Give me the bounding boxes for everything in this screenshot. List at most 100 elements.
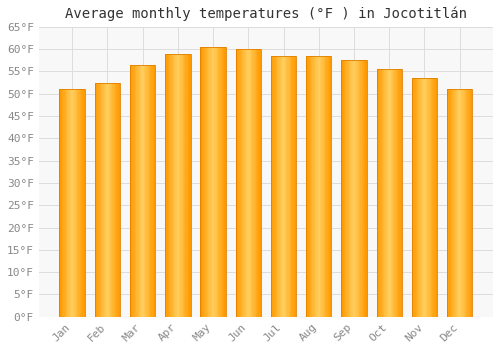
Bar — [396, 69, 397, 317]
Bar — [330, 56, 332, 317]
Bar — [318, 56, 319, 317]
Bar — [392, 69, 393, 317]
Bar — [145, 65, 146, 317]
Bar — [139, 65, 140, 317]
Bar — [66, 89, 67, 317]
Bar — [173, 54, 174, 317]
Bar — [237, 49, 238, 317]
Bar — [295, 56, 296, 317]
Bar — [448, 89, 450, 317]
Bar — [376, 69, 378, 317]
Bar — [424, 78, 426, 317]
Bar — [105, 83, 106, 317]
Bar — [306, 56, 308, 317]
Bar — [380, 69, 382, 317]
Bar — [398, 69, 400, 317]
Bar — [416, 78, 417, 317]
Bar — [291, 56, 292, 317]
Bar — [363, 60, 364, 317]
Bar — [379, 69, 380, 317]
Bar — [350, 60, 352, 317]
Bar — [142, 65, 144, 317]
Bar — [224, 47, 226, 317]
Bar — [180, 54, 182, 317]
Bar — [203, 47, 204, 317]
Bar — [436, 78, 437, 317]
Bar — [214, 47, 216, 317]
Bar — [70, 89, 71, 317]
Bar — [78, 89, 80, 317]
Bar — [176, 54, 178, 317]
Bar — [468, 89, 470, 317]
Bar — [247, 49, 248, 317]
Bar — [62, 89, 64, 317]
Bar — [466, 89, 468, 317]
Bar — [288, 56, 290, 317]
Bar — [81, 89, 82, 317]
Bar — [344, 60, 345, 317]
Bar — [294, 56, 295, 317]
Bar — [240, 49, 242, 317]
Bar — [188, 54, 190, 317]
Bar — [281, 56, 282, 317]
Bar — [390, 69, 392, 317]
Bar — [116, 83, 117, 317]
Bar — [165, 54, 166, 317]
Bar — [94, 83, 96, 317]
Bar — [172, 54, 173, 317]
Bar — [183, 54, 184, 317]
Bar — [306, 56, 332, 317]
Bar — [454, 89, 456, 317]
Bar — [200, 47, 202, 317]
Bar — [417, 78, 418, 317]
Bar — [256, 49, 257, 317]
Bar — [285, 56, 286, 317]
Bar — [464, 89, 465, 317]
Bar — [138, 65, 139, 317]
Bar — [254, 49, 256, 317]
Bar — [360, 60, 362, 317]
Bar — [359, 60, 360, 317]
Bar — [76, 89, 77, 317]
Bar — [236, 49, 261, 317]
Bar — [182, 54, 183, 317]
Bar — [418, 78, 420, 317]
Bar — [223, 47, 224, 317]
Bar — [316, 56, 318, 317]
Bar — [319, 56, 320, 317]
Bar — [260, 49, 261, 317]
Bar — [74, 89, 76, 317]
Bar — [354, 60, 356, 317]
Bar — [458, 89, 460, 317]
Bar — [149, 65, 150, 317]
Bar — [447, 89, 472, 317]
Bar — [388, 69, 390, 317]
Bar — [452, 89, 454, 317]
Bar — [60, 89, 85, 317]
Bar — [101, 83, 102, 317]
Bar — [213, 47, 214, 317]
Bar — [246, 49, 247, 317]
Bar — [470, 89, 471, 317]
Bar — [312, 56, 314, 317]
Bar — [130, 65, 156, 317]
Bar — [82, 89, 84, 317]
Bar — [412, 78, 413, 317]
Bar — [100, 83, 101, 317]
Bar — [282, 56, 284, 317]
Bar — [238, 49, 240, 317]
Bar — [200, 47, 226, 317]
Bar — [251, 49, 252, 317]
Bar — [150, 65, 152, 317]
Title: Average monthly temperatures (°F ) in Jocotitlán: Average monthly temperatures (°F ) in Jo… — [65, 7, 467, 21]
Bar — [447, 89, 448, 317]
Bar — [216, 47, 217, 317]
Bar — [358, 60, 359, 317]
Bar — [349, 60, 350, 317]
Bar — [428, 78, 430, 317]
Bar — [108, 83, 110, 317]
Bar — [248, 49, 250, 317]
Bar — [131, 65, 132, 317]
Bar — [72, 89, 74, 317]
Bar — [64, 89, 66, 317]
